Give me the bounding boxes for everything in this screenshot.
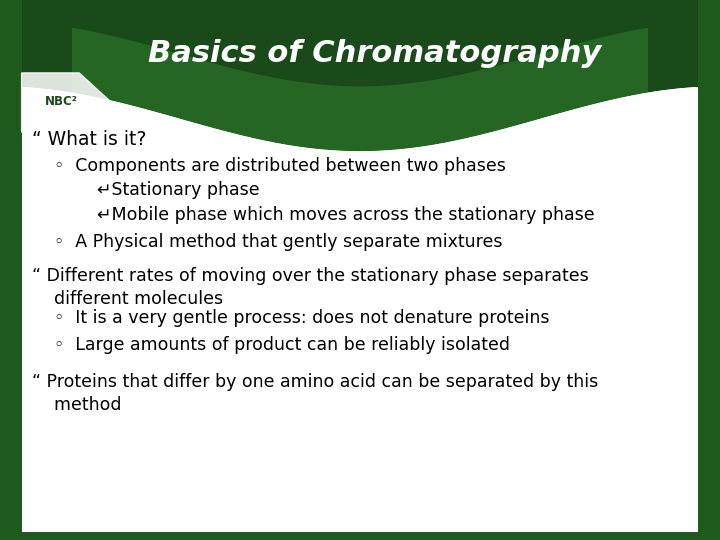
Polygon shape <box>0 86 720 540</box>
Bar <box>0 532 720 540</box>
Polygon shape <box>72 28 648 151</box>
Text: “ What is it?: “ What is it? <box>32 130 147 148</box>
Text: ◦  It is a very gentle process: does not denature proteins: ◦ It is a very gentle process: does not … <box>54 309 549 327</box>
Text: ◦  Components are distributed between two phases: ◦ Components are distributed between two… <box>54 157 506 174</box>
Text: ↵Stationary phase: ↵Stationary phase <box>97 181 260 199</box>
Text: Basics of Chromatography: Basics of Chromatography <box>148 39 601 69</box>
Text: ◦  A Physical method that gently separate mixtures: ◦ A Physical method that gently separate… <box>54 233 503 251</box>
Text: NBC²: NBC² <box>45 95 78 108</box>
Bar <box>0 0 22 540</box>
Bar <box>698 0 720 540</box>
Text: “ Different rates of moving over the stationary phase separates
    different mo: “ Different rates of moving over the sta… <box>32 267 589 308</box>
Text: “ Proteins that differ by one amino acid can be separated by this
    method: “ Proteins that differ by one amino acid… <box>32 373 598 414</box>
Polygon shape <box>22 73 112 132</box>
Text: ◦  Large amounts of product can be reliably isolated: ◦ Large amounts of product can be reliab… <box>54 336 510 354</box>
Text: ↵Mobile phase which moves across the stationary phase: ↵Mobile phase which moves across the sta… <box>97 206 595 224</box>
Polygon shape <box>0 0 720 151</box>
